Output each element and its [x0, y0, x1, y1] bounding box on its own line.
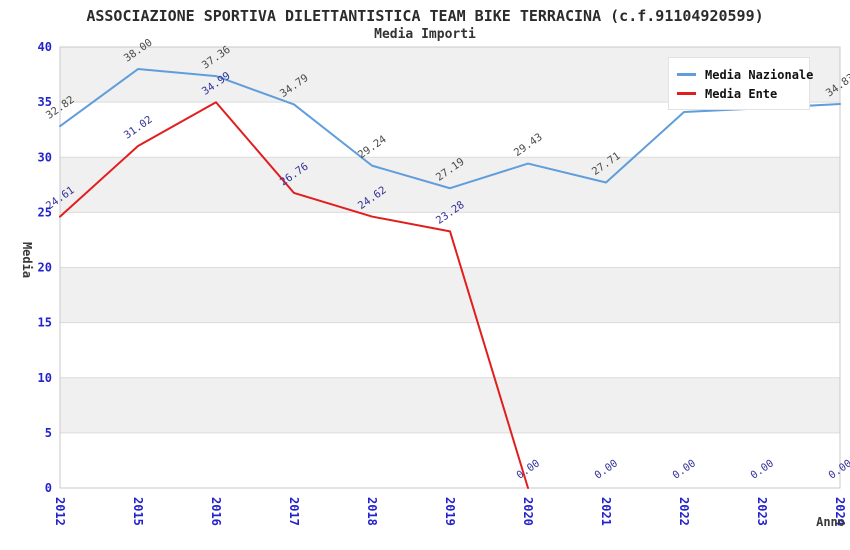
y-tick-label: 20 — [38, 261, 52, 275]
legend-item-media-ente: Media Ente — [677, 84, 801, 103]
grid-band — [60, 432, 840, 488]
chart-title: ASSOCIAZIONE SPORTIVA DILETTANTISTICA TE… — [86, 7, 764, 25]
grid-band — [60, 157, 840, 213]
series-line-media-ente — [59, 101, 529, 489]
x-tick-label: 2024 — [833, 497, 847, 526]
x-tick-label: 2023 — [755, 497, 769, 526]
x-tick-label: 2019 — [443, 497, 457, 526]
y-tick-label: 25 — [38, 205, 52, 219]
x-tick-label: 2021 — [599, 497, 613, 526]
y-tick-label: 40 — [38, 40, 52, 54]
chart-subtitle: Media Importi — [374, 27, 476, 42]
x-tick-label: 2016 — [209, 497, 223, 526]
x-tick-label: 2018 — [365, 497, 379, 526]
y-axis-label: Media — [20, 241, 34, 279]
y-tick-label: 10 — [38, 371, 52, 385]
x-tick-label: 2017 — [287, 497, 301, 526]
legend-box: Media Nazionale Media Ente — [668, 57, 813, 110]
legend-label: Media Ente — [705, 86, 778, 101]
y-tick-label: 15 — [38, 316, 52, 330]
y-tick-label: 5 — [45, 426, 52, 440]
plot-border — [59, 46, 841, 489]
x-axis-label: Anno — [816, 515, 845, 529]
grid-band — [60, 322, 840, 378]
grid-band — [60, 267, 840, 323]
x-tick-label: 2015 — [131, 497, 145, 526]
x-tick-label: 2020 — [521, 497, 535, 526]
series-line-media-nazionale — [59, 68, 841, 190]
y-tick-label: 0 — [45, 481, 52, 495]
legend-label: Media Nazionale — [705, 67, 814, 82]
y-tick-label: 35 — [38, 95, 52, 109]
grid-band — [60, 212, 840, 268]
grid-band — [60, 377, 840, 433]
x-tick-label: 2022 — [677, 497, 691, 526]
legend-line-swatch-nazionale — [677, 73, 696, 76]
x-tick-label: 2012 — [53, 497, 67, 526]
legend-item-media-nazionale: Media Nazionale — [677, 65, 813, 84]
legend-line-swatch-ente — [677, 92, 696, 95]
y-tick-label: 30 — [38, 150, 52, 164]
